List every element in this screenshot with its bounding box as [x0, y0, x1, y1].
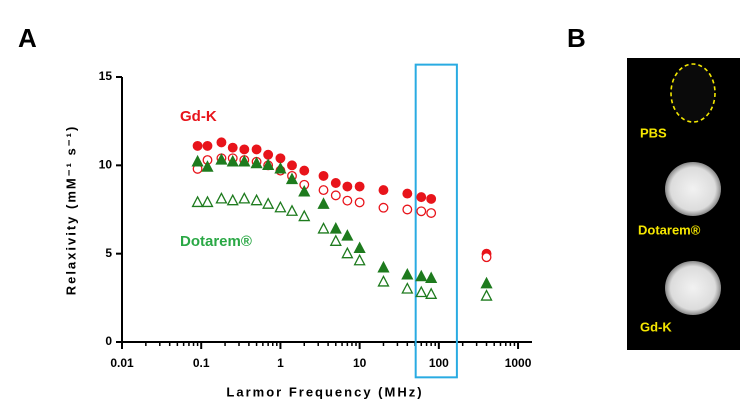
point [481, 252, 492, 263]
point [480, 289, 493, 301]
dotarem-sample [665, 162, 721, 216]
point [330, 190, 341, 201]
point [402, 204, 413, 215]
point [401, 267, 414, 280]
point [480, 276, 493, 289]
point [275, 153, 286, 164]
x-axis-label: Larmor Frequency (MHz) [226, 384, 423, 399]
y-tick-label: 15 [99, 69, 113, 83]
image-label: PBS [640, 125, 667, 140]
point [201, 195, 214, 208]
point [285, 204, 299, 216]
point [216, 137, 227, 148]
point [298, 184, 311, 197]
point [341, 246, 354, 259]
point [318, 170, 329, 181]
x-tick-label: 0.01 [110, 356, 134, 370]
gdk-sample [665, 261, 721, 315]
point [317, 197, 330, 209]
image-label: Gd-K [640, 319, 672, 334]
panel-label: B [567, 23, 586, 53]
point [285, 172, 299, 185]
point [342, 195, 353, 206]
point [425, 271, 438, 284]
point [250, 193, 263, 206]
point [415, 285, 428, 298]
point [250, 156, 263, 169]
point [274, 200, 287, 213]
point [378, 202, 389, 213]
point [426, 193, 437, 204]
point [263, 149, 274, 160]
point [299, 165, 310, 176]
point [329, 234, 342, 246]
point [329, 222, 342, 234]
point [318, 185, 329, 196]
x-tick-label: 100 [429, 356, 449, 370]
point [191, 154, 204, 167]
point [226, 193, 239, 206]
point [341, 229, 354, 241]
point [238, 154, 251, 167]
x-tick-label: 10 [353, 356, 367, 370]
point [377, 275, 390, 287]
mri-image: PBS Dotarem® Gd-K [627, 58, 740, 350]
y-axis-label: Relaxivity (mM⁻¹ s⁻¹) [63, 125, 78, 296]
point [227, 142, 238, 153]
point [191, 195, 204, 208]
point [415, 269, 428, 282]
point [202, 140, 213, 151]
point [354, 197, 365, 208]
point [426, 208, 437, 218]
x-tick-label: 1000 [505, 356, 532, 370]
point [287, 160, 297, 171]
x-tick-label: 0.1 [193, 356, 210, 370]
highlight-box [414, 63, 458, 379]
series-label: Gd-K [180, 108, 217, 125]
panel-label: A [18, 23, 37, 53]
point [251, 144, 262, 155]
point [274, 161, 287, 174]
point [201, 160, 214, 172]
point [342, 181, 353, 192]
point [239, 144, 250, 155]
point [416, 192, 427, 203]
point [262, 197, 275, 209]
point [377, 260, 390, 273]
point [378, 185, 389, 196]
point [317, 222, 330, 234]
point [330, 178, 341, 188]
point [238, 192, 251, 204]
point [262, 158, 275, 170]
point [298, 209, 311, 222]
point [226, 154, 239, 167]
point [192, 140, 203, 151]
pbs-region [670, 63, 716, 123]
point [416, 206, 427, 217]
y-tick-label: 10 [99, 158, 113, 172]
y-tick-label: 0 [105, 334, 112, 348]
point [401, 282, 414, 294]
y-tick-label: 5 [105, 246, 112, 260]
point [425, 287, 438, 299]
image-label: Dotarem® [638, 222, 701, 237]
x-tick-label: 1 [277, 356, 284, 370]
point [402, 188, 413, 199]
point [215, 153, 228, 165]
series-label: Dotarem® [180, 233, 252, 250]
point [353, 253, 366, 266]
point [215, 192, 228, 204]
point [353, 241, 366, 254]
point [354, 181, 365, 192]
